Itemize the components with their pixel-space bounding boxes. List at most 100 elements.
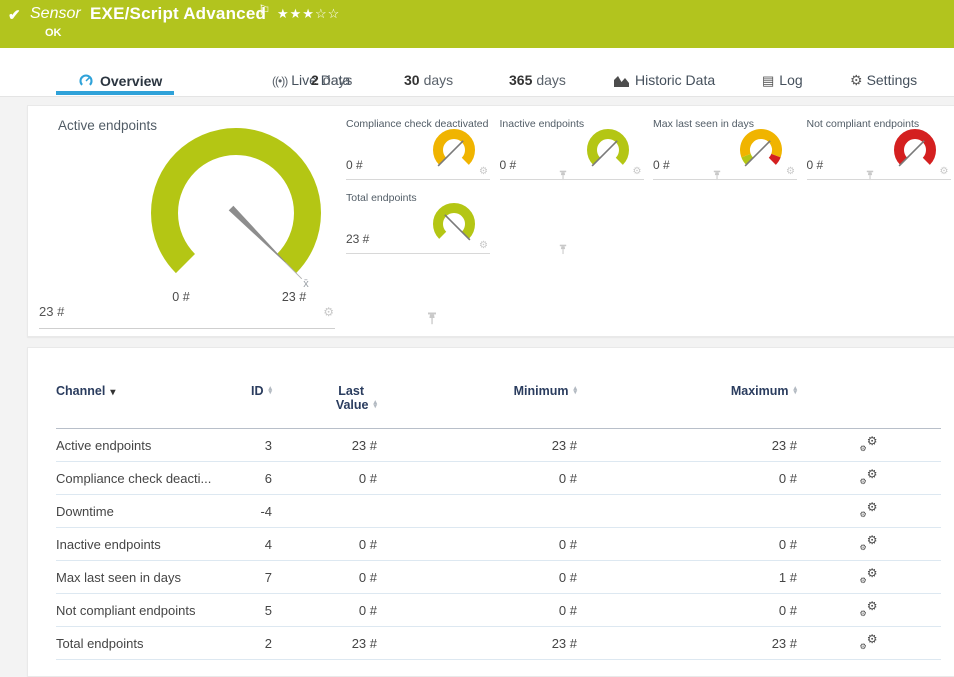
cell-id: 2 (226, 626, 276, 660)
cell-channel: Downtime (56, 494, 226, 528)
cell-settings: ⚙ ⚙ (801, 560, 941, 594)
pin-icon[interactable] (713, 170, 721, 181)
gear-icon[interactable]: ⚙ (479, 166, 488, 177)
gauge-canvas (893, 129, 936, 167)
table-row: Not compliant endpoints 5 0 # 0 # 0 # ⚙ ⚙ (56, 593, 941, 627)
cell-maximum (581, 494, 801, 528)
cell-maximum: 23 # (581, 626, 801, 660)
column-label: Value (335, 398, 369, 412)
table-row: Inactive endpoints 4 0 # 0 # 0 # ⚙ ⚙ (56, 527, 941, 561)
tile-divider (39, 328, 335, 329)
cell-settings: ⚙ ⚙ (801, 593, 941, 627)
channel-settings-icon[interactable]: ⚙ ⚙ (859, 466, 878, 486)
pin-icon[interactable] (866, 170, 874, 181)
column-header-channel[interactable]: Channel ▾ (56, 370, 226, 429)
tab-log[interactable]: ▤ Log (762, 72, 803, 92)
gauge-title: Max last seen in days (653, 118, 754, 130)
tab-label: Historic Data (635, 72, 716, 88)
column-header-maximum[interactable]: Maximum ▴ ▾ (581, 370, 801, 429)
cell-last-value: 0 # (276, 560, 381, 594)
sort-arrows-icon: ▴ ▾ (793, 384, 797, 396)
gauge-value: 0 # (806, 158, 824, 172)
gauge-title: Total endpoints (346, 192, 417, 204)
cell-maximum: 0 # (581, 461, 801, 495)
channel-table-panel: Channel ▾ ID ▴ ▾ Last Value ▴ ▾ Minimum ▴ ▾ Max… (27, 347, 954, 677)
sensor-status-text: OK (45, 27, 62, 39)
cell-minimum: 0 # (381, 461, 581, 495)
cell-maximum: 0 # (581, 593, 801, 627)
tab-label-number: 2 (311, 72, 319, 88)
tab-settings[interactable]: ⚙ Settings (850, 72, 917, 92)
gauge-value: 0 # (346, 158, 363, 172)
cell-channel: Not compliant endpoints (56, 593, 226, 627)
cell-maximum: 0 # (581, 527, 801, 561)
gear-icon[interactable]: ⚙ (632, 166, 642, 177)
tab-2-days[interactable]: 2 days (311, 72, 352, 92)
gauge-tile-active-endpoints: Active endpoints x̄ 0 # 23 # 23 # ⚙ (31, 113, 437, 338)
gauge-tile-not-compliant-endpoints: Not compliant endpoints 0 # ⚙ (806, 115, 951, 180)
tab-30-days[interactable]: 30 days (404, 72, 453, 92)
column-header-last-value[interactable]: Last Value ▴ ▾ (276, 370, 381, 429)
channel-table: Channel ▾ ID ▴ ▾ Last Value ▴ ▾ Minimum ▴ ▾ Max… (56, 370, 941, 660)
cell-settings: ⚙ ⚙ (801, 626, 941, 660)
cell-last-value: 0 # (276, 461, 381, 495)
cell-settings: ⚙ ⚙ (801, 461, 941, 495)
tab-365-days[interactable]: 365 days (509, 72, 566, 92)
tab-historic-data[interactable]: Historic Data (614, 72, 715, 92)
table-row: Downtime -4 ⚙ ⚙ (56, 494, 941, 528)
gauge-min-label: 0 # (172, 290, 190, 304)
column-label: Channel (56, 384, 106, 398)
sensor-title: EXE/Script Advanced (90, 4, 267, 23)
gear-icon[interactable]: ⚙ (939, 166, 949, 177)
gauge-value: 0 # (653, 158, 670, 172)
priority-stars[interactable]: ★★★☆☆ (277, 6, 341, 21)
gauge-icon (79, 74, 93, 86)
gauge-title: Inactive endpoints (499, 118, 585, 130)
sort-arrows-icon: ▴ ▾ (573, 384, 577, 396)
column-header-id[interactable]: ID ▴ ▾ (226, 370, 276, 429)
gear-icon[interactable]: ⚙ (323, 305, 334, 319)
cell-minimum: 0 # (381, 593, 581, 627)
channel-settings-icon[interactable]: ⚙ ⚙ (859, 532, 878, 552)
gauge-canvas: x̄ (151, 128, 321, 290)
mean-marker: x̄ (303, 278, 309, 290)
channel-settings-icon[interactable]: ⚙ ⚙ (859, 565, 878, 585)
pin-icon[interactable] (559, 170, 567, 181)
channel-settings-icon[interactable]: ⚙ ⚙ (859, 433, 878, 453)
table-row: Active endpoints 3 23 # 23 # 23 # ⚙ ⚙ (56, 428, 941, 462)
channel-settings-icon[interactable]: ⚙ ⚙ (859, 598, 878, 618)
cell-settings: ⚙ ⚙ (801, 494, 941, 528)
priority-flag-icon[interactable]: ⚐ (258, 2, 271, 18)
gauge-title: Compliance check deactivated (346, 118, 489, 130)
cell-id: 4 (226, 527, 276, 561)
cell-id: -4 (226, 494, 276, 528)
tab-live-data[interactable]: ((•)) Live Data (272, 72, 350, 92)
gauge-max-label: 23 # (281, 290, 307, 304)
gear-icon[interactable]: ⚙ (786, 166, 795, 177)
channel-settings-icon[interactable]: ⚙ ⚙ (859, 631, 878, 651)
cell-channel: Active endpoints (56, 428, 226, 462)
sensor-kind-label: Sensor (30, 5, 81, 22)
channel-settings-icon[interactable]: ⚙ ⚙ (859, 499, 878, 519)
table-row: Max last seen in days 7 0 # 0 # 1 # ⚙ ⚙ (56, 560, 941, 594)
active-tab-indicator (56, 91, 174, 95)
table-row: Total endpoints 2 23 # 23 # 23 # ⚙ ⚙ (56, 626, 941, 660)
cell-id: 3 (226, 428, 276, 462)
tab-overview[interactable]: Overview (78, 72, 162, 92)
cell-last-value: 23 # (276, 626, 381, 660)
cell-minimum: 23 # (381, 428, 581, 462)
cell-minimum: 23 # (381, 626, 581, 660)
gear-icon[interactable]: ⚙ (479, 240, 488, 251)
cell-channel: Total endpoints (56, 626, 226, 660)
pin-icon[interactable] (427, 312, 437, 325)
gauges-panel: Active endpoints x̄ 0 # 23 # 23 # ⚙ Comp… (27, 105, 954, 337)
cell-id: 6 (226, 461, 276, 495)
gauge-value: 0 # (499, 158, 517, 172)
column-label: Minimum (513, 384, 569, 398)
gauge-value: 23 # (346, 232, 370, 246)
pin-icon[interactable] (559, 244, 567, 255)
channel-table-body: Active endpoints 3 23 # 23 # 23 # ⚙ ⚙ Com… (56, 428, 941, 660)
tab-label-unit: days (423, 72, 454, 88)
column-header-minimum[interactable]: Minimum ▴ ▾ (381, 370, 581, 429)
gauge-tile-total-endpoints: Total endpoints 23 # ⚙ (346, 189, 567, 255)
